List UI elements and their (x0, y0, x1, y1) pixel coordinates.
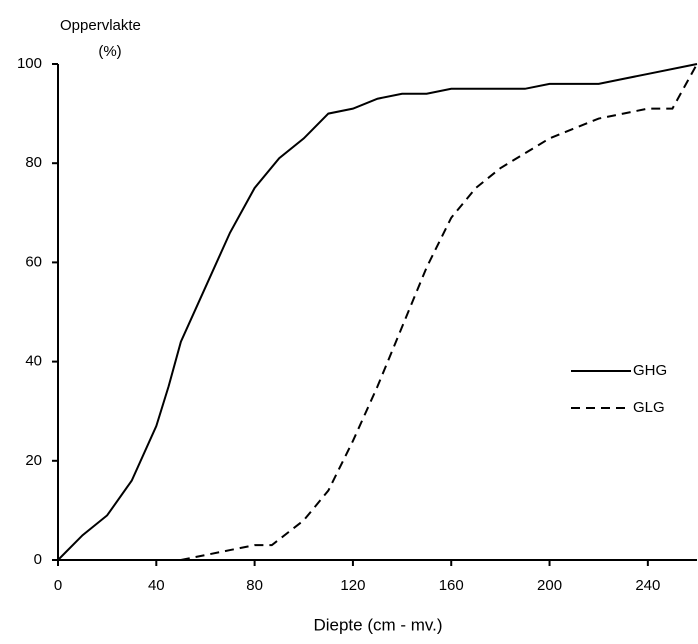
y-tick-label: 20 (25, 452, 42, 469)
y-tick-label: 100 (17, 55, 42, 72)
x-axis-title: Diepte (cm - mv.) (313, 615, 442, 634)
x-tick-label: 200 (537, 577, 562, 594)
x-tick-label: 120 (340, 577, 365, 594)
line (57, 63, 698, 561)
x-tick-label: 80 (246, 577, 263, 594)
y-tick-label: 80 (25, 154, 42, 171)
x-tick-label: 0 (54, 577, 62, 594)
y-tick-label: 40 (25, 353, 42, 370)
x-tick-label: 240 (635, 577, 660, 594)
legend-label: GLG (633, 399, 665, 416)
y-tick-label: 0 (34, 551, 42, 568)
x-tick-label: 160 (439, 577, 464, 594)
y-tick-label: 60 (25, 253, 42, 270)
y-axis-title: (%) (98, 43, 121, 60)
legend-label: GHG (633, 362, 667, 379)
line (180, 63, 698, 561)
x-tick-label: 40 (148, 577, 165, 594)
y-axis-title: Oppervlakte (60, 17, 141, 34)
